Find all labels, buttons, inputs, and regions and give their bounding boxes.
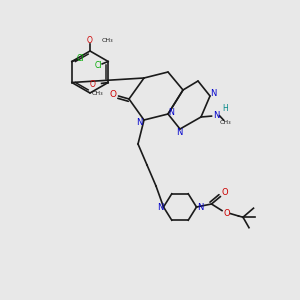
Text: Cl: Cl	[77, 54, 85, 63]
Text: H: H	[223, 104, 229, 113]
Text: O: O	[223, 208, 230, 217]
Text: N: N	[168, 108, 174, 117]
Text: O: O	[222, 188, 228, 197]
Text: N: N	[176, 128, 183, 137]
Text: N: N	[210, 88, 217, 98]
Text: Cl: Cl	[95, 61, 102, 70]
Text: N: N	[213, 111, 219, 120]
Text: O: O	[109, 90, 116, 99]
Text: N: N	[197, 202, 203, 211]
Text: O: O	[87, 36, 93, 45]
Text: N: N	[136, 118, 143, 127]
Text: CH₃: CH₃	[101, 38, 113, 43]
Text: N: N	[157, 202, 163, 211]
Text: O: O	[90, 80, 96, 88]
Text: CH₃: CH₃	[220, 120, 231, 125]
Text: CH₃: CH₃	[92, 91, 103, 95]
